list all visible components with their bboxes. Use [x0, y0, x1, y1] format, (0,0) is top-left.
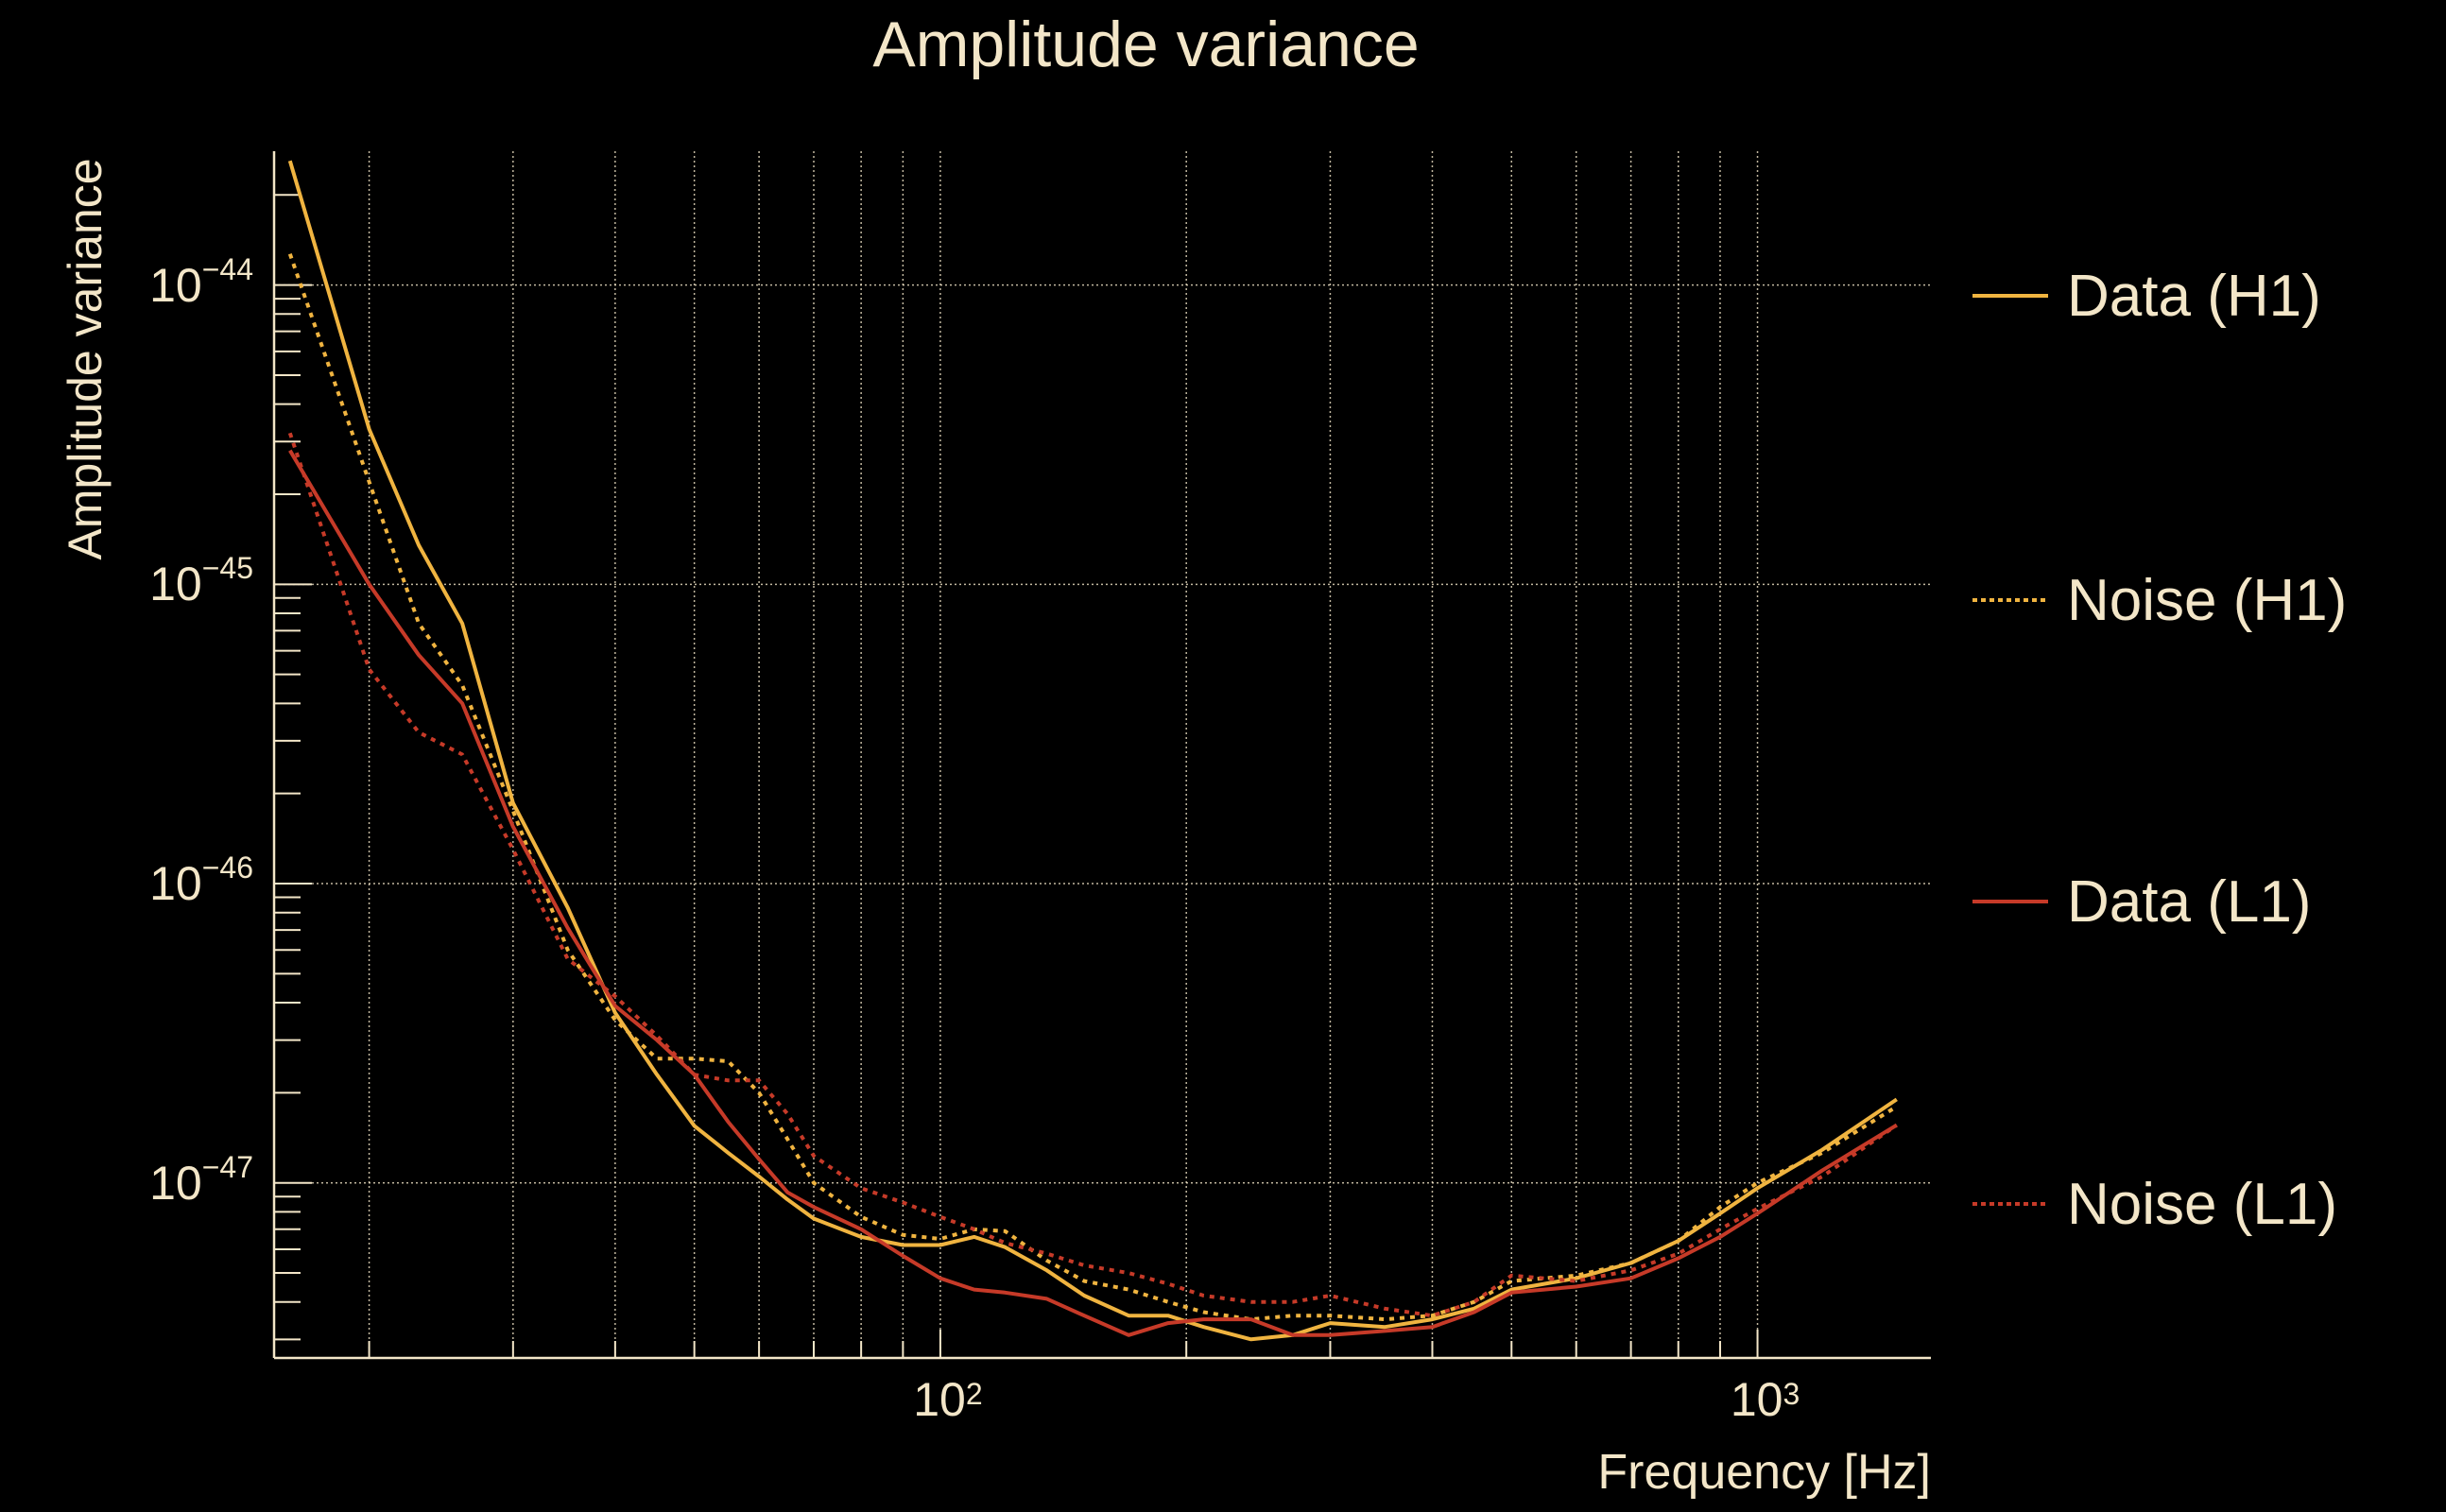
series-line-data-l1: [288, 449, 1898, 1337]
y-tick-label: 10−45: [149, 551, 253, 611]
tick-base: 10: [149, 258, 202, 312]
axes: [272, 151, 1931, 1360]
tick-exponent: 3: [1783, 1377, 1800, 1411]
legend-label: Data (L1): [2067, 869, 2312, 935]
y-tick-label: 10−47: [149, 1150, 253, 1211]
y-tick-label: 10−44: [149, 252, 253, 313]
tick-exponent: −46: [201, 850, 253, 885]
series-line-noise-l1: [287, 432, 1898, 1318]
x-tick-label: 103: [1731, 1372, 1800, 1427]
tick-exponent: 2: [965, 1377, 983, 1411]
y-tick-label: 10−46: [149, 850, 253, 911]
legend-swatch: [1972, 1202, 2048, 1206]
legend-label: Noise (H1): [2067, 568, 2348, 633]
legend-swatch: [1972, 900, 2048, 903]
series-line-data-h1: [287, 160, 1898, 1342]
tick-base: 10: [149, 1156, 202, 1210]
y-axis-label: Amplitude variance: [59, 158, 112, 560]
series-line-noise-h1: [287, 253, 1898, 1322]
tick-base: 10: [149, 558, 202, 611]
legend-swatch: [1972, 294, 2048, 298]
grid: [274, 151, 1931, 1358]
tick-exponent: −44: [201, 251, 253, 286]
legend-label: Data (H1): [2067, 264, 2321, 329]
legend-swatch: [1972, 598, 2048, 602]
legend-label: Noise (L1): [2067, 1172, 2337, 1237]
legend-item: Noise (L1): [1971, 1171, 2424, 1237]
legend-item: Data (L1): [1971, 868, 2424, 935]
tick-base: 10: [1730, 1373, 1783, 1426]
tick-exponent: −47: [201, 1149, 253, 1184]
series-lines: [287, 160, 1898, 1342]
tick-base: 10: [913, 1373, 966, 1426]
x-tick-label: 102: [913, 1372, 982, 1427]
legend-item: Noise (H1): [1971, 567, 2424, 633]
tick-exponent: −45: [201, 551, 253, 586]
chart-title: Amplitude variance: [872, 9, 1420, 80]
legend-item: Data (H1): [1971, 263, 2424, 329]
tick-base: 10: [149, 857, 202, 911]
x-axis-label: Frequency [Hz]: [1597, 1445, 1931, 1500]
